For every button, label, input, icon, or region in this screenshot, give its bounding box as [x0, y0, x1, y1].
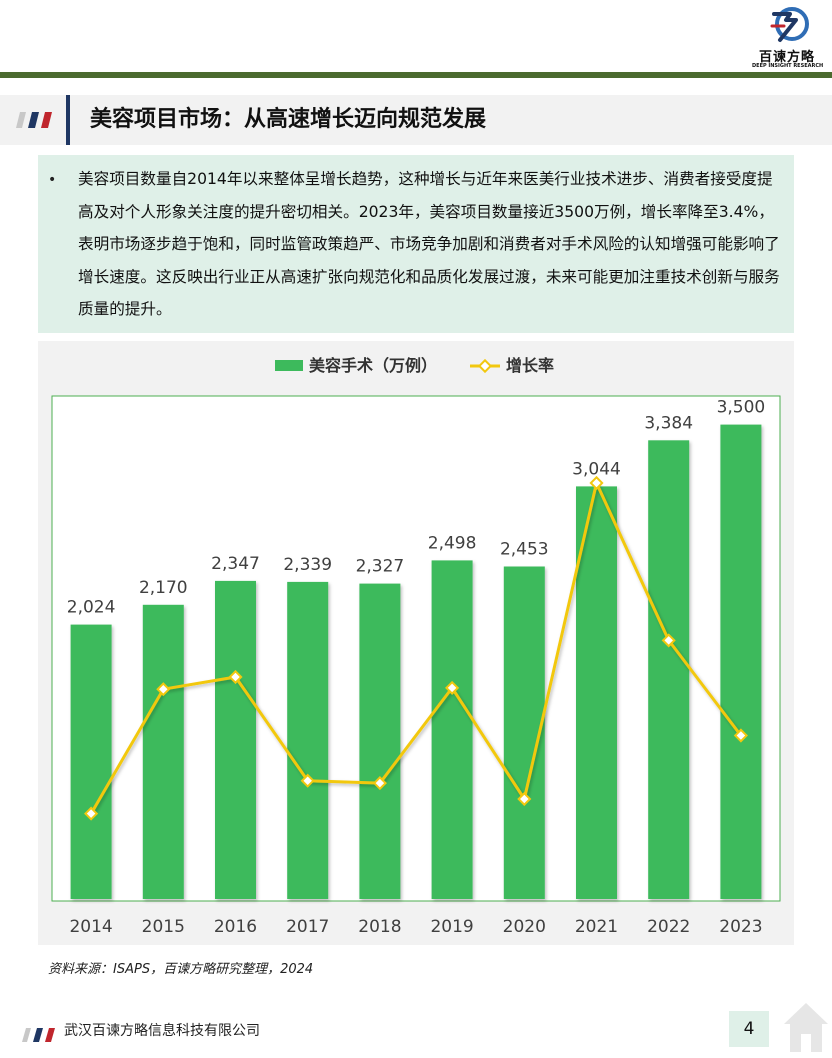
summary-box: • 美容项目数量自2014年以来整体呈增长趋势，这种增长与近年来医美行业技术进步…: [38, 155, 794, 333]
legend-label-bar: 美容手术（万例）: [309, 356, 437, 375]
summary-bullet: •: [48, 172, 57, 188]
bar-2014: [70, 624, 112, 899]
title-bar: 美容项目市场：从高速增长迈向规范发展: [0, 95, 832, 145]
stripes-decoration-icon: [16, 112, 52, 128]
data-label-2018: 2,327: [356, 557, 405, 577]
growth-point-2016: [228, 669, 243, 685]
bar-2021: [576, 486, 617, 899]
page-number: 4: [729, 1011, 769, 1047]
legend-label-line: 增长率: [506, 356, 554, 375]
data-label-2015: 2,170: [139, 578, 188, 598]
x-tick-2022: 2022: [647, 917, 690, 937]
x-tick-2020: 2020: [503, 917, 546, 937]
legend-swatch-bar: [275, 360, 303, 371]
x-tick-2015: 2015: [142, 917, 185, 937]
legend: 美容手术（万例） 增长率: [275, 356, 554, 375]
x-tick-2018: 2018: [358, 917, 401, 937]
growth-point-2015: [156, 682, 171, 697]
data-label-2021: 3,044: [572, 459, 621, 479]
data-label-2020: 2,453: [500, 540, 549, 560]
bar-2022: [648, 440, 690, 899]
logo-mark-icon: [770, 7, 809, 42]
bar-2019: [431, 560, 473, 899]
title-separator: [66, 95, 70, 145]
x-tick-2017: 2017: [286, 917, 329, 937]
home-icon[interactable]: [782, 1000, 830, 1054]
brand-logo: 百谏方略 DEEP INSIGHT RESEARCH: [752, 4, 824, 70]
growth-point-2020: [517, 791, 532, 807]
data-label-2019: 2,498: [428, 533, 477, 553]
bar-2023: [720, 424, 762, 899]
legend-swatch-marker: [477, 358, 493, 374]
bar-2018: [359, 583, 401, 899]
data-label-2023: 3,500: [717, 398, 766, 418]
growth-point-2023: [733, 728, 748, 743]
growth-point-2019: [445, 680, 460, 695]
growth-rate-line: [89, 481, 743, 815]
bar-2017: [287, 581, 329, 899]
page-title: 美容项目市场：从高速增长迈向规范发展: [90, 107, 487, 132]
source-note: 资料来源：ISAPS，百谏方略研究整理，2024: [48, 962, 314, 977]
bar-2016: [215, 580, 256, 899]
growth-point-2018: [372, 776, 387, 791]
summary-text: 美容项目数量自2014年以来整体呈增长趋势，这种增长与近年来医美行业技术进步、消…: [78, 170, 780, 318]
x-tick-2014: 2014: [69, 917, 112, 937]
x-tick-2021: 2021: [575, 917, 618, 937]
growth-point-2022: [661, 633, 676, 648]
logo-name: 百谏方略: [758, 50, 815, 65]
footer-stripes-icon: [22, 1028, 55, 1042]
data-label-2016: 2,347: [211, 554, 260, 574]
growth-point-2014: [84, 806, 99, 821]
data-label-2022: 3,384: [644, 413, 693, 433]
data-label-2017: 2,339: [283, 555, 332, 575]
x-tick-2019: 2019: [430, 917, 473, 937]
chart-panel: 美容手术（万例） 增长率 2,024 2,170 2,347 2,339 2,327 2,…: [38, 341, 794, 945]
x-tick-2023: 2023: [719, 917, 762, 937]
growth-point-2017: [300, 773, 315, 788]
bar-2015: [142, 604, 184, 899]
x-tick-2016: 2016: [214, 917, 257, 937]
combo-chart: 美容手术（万例） 增长率 2,024 2,170 2,347 2,339 2,327 2,…: [51, 356, 781, 937]
company-name: 武汉百谏方略信息科技有限公司: [64, 1023, 260, 1039]
header-rule: [0, 72, 832, 78]
growth-point-2021: [589, 475, 604, 491]
logo-subtitle: DEEP INSIGHT RESEARCH: [752, 63, 824, 69]
data-label-2014: 2,024: [67, 598, 116, 618]
